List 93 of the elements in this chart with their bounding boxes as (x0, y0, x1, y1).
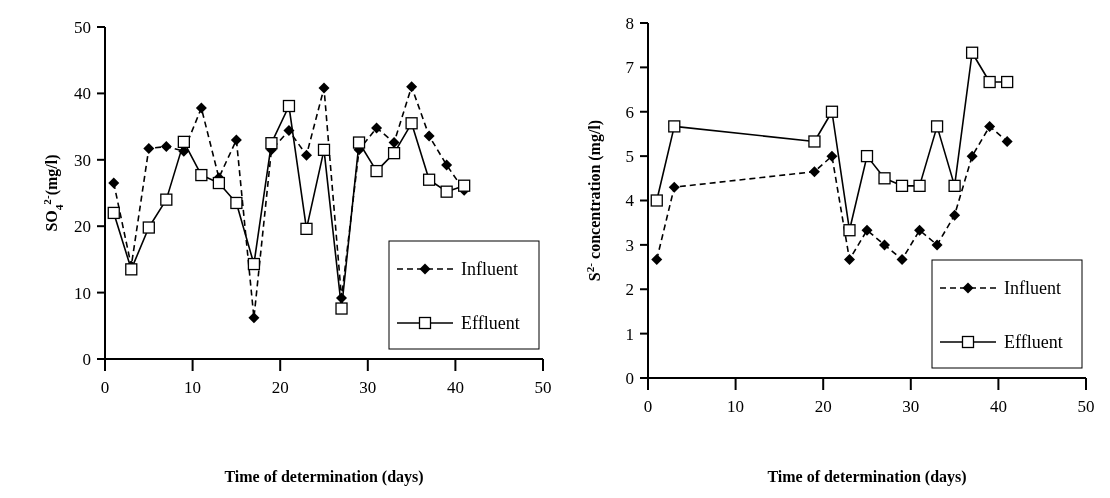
point (668, 120, 681, 133)
x-tick-label: 0 (643, 397, 653, 416)
point (861, 224, 873, 236)
y-tick-label: 5 (625, 147, 634, 167)
point (265, 137, 278, 150)
point (931, 239, 943, 251)
point (371, 122, 383, 134)
x-tick-label: 50 (534, 378, 552, 397)
x-tick-label: 10 (184, 378, 202, 397)
point (896, 254, 908, 266)
point (441, 159, 453, 171)
point (913, 179, 926, 193)
x-axis-title: Time of determination (days) (767, 468, 967, 486)
legend-label: Effluent (461, 313, 520, 334)
x-tick-label: 10 (727, 397, 745, 416)
point (808, 166, 820, 178)
point (1001, 75, 1014, 89)
point (212, 176, 226, 190)
point (930, 120, 944, 133)
y-tick-label: 2 (625, 280, 634, 300)
y-tick-label: 0 (82, 349, 91, 369)
point (107, 206, 120, 220)
point (195, 168, 208, 182)
point (247, 257, 261, 271)
legend-label: Influent (461, 259, 518, 280)
point (965, 46, 979, 59)
point (142, 221, 155, 234)
x-tick-label: 0 (100, 378, 110, 397)
point (370, 164, 383, 178)
point (1001, 135, 1013, 147)
point (668, 181, 680, 193)
point (406, 81, 418, 93)
point (230, 196, 243, 210)
y-tick-label: 7 (625, 58, 635, 78)
x-tick-label: 40 (989, 397, 1007, 416)
y-tick-label: 1 (625, 324, 634, 344)
point (177, 135, 190, 149)
point (422, 173, 436, 186)
point (895, 179, 909, 193)
x-tick-label: 40 (446, 378, 464, 397)
point (983, 75, 996, 89)
x-tick-label: 20 (814, 397, 832, 416)
point (860, 149, 874, 163)
point (248, 312, 260, 324)
point (195, 102, 207, 114)
y-tick-label: 30 (74, 150, 91, 170)
point (125, 263, 138, 276)
point (948, 179, 961, 193)
point (966, 150, 978, 162)
point (843, 224, 856, 237)
point (878, 172, 891, 185)
point (300, 222, 313, 236)
point (458, 179, 471, 192)
point (843, 254, 855, 266)
y-tick-label: 40 (74, 84, 91, 104)
point (405, 117, 418, 130)
point (160, 141, 172, 153)
point (143, 143, 155, 155)
point (650, 194, 663, 207)
point (879, 239, 891, 251)
point (300, 149, 312, 161)
point (808, 135, 821, 148)
point (984, 120, 996, 132)
point (282, 99, 296, 113)
point (440, 185, 453, 198)
y-tick-label: 50 (74, 17, 91, 37)
x-tick-label: 20 (271, 378, 289, 397)
point (160, 193, 173, 206)
point (949, 209, 961, 221)
legend-label: Effluent (1004, 332, 1063, 353)
point (914, 224, 926, 236)
y-tick-label: 20 (74, 217, 91, 237)
point (423, 130, 435, 142)
point (387, 147, 401, 160)
y-tick-label: 10 (74, 283, 91, 303)
point (318, 82, 330, 94)
legend-label: Influent (1004, 278, 1061, 299)
y-tick-label: 6 (625, 102, 634, 122)
x-axis-title: Time of determination (days) (224, 468, 424, 486)
point (651, 254, 663, 266)
point (108, 177, 120, 189)
point (352, 136, 366, 149)
x-tick-label: 50 (1077, 397, 1095, 416)
point (825, 105, 839, 118)
y-tick-label: 8 (625, 13, 634, 33)
y-tick-label: 3 (625, 235, 634, 255)
x-tick-label: 30 (902, 397, 920, 416)
point (335, 302, 348, 315)
y-tick-label: 4 (625, 191, 635, 211)
point (826, 150, 838, 162)
point (317, 143, 331, 156)
x-tick-label: 30 (359, 378, 377, 397)
point (230, 134, 242, 146)
